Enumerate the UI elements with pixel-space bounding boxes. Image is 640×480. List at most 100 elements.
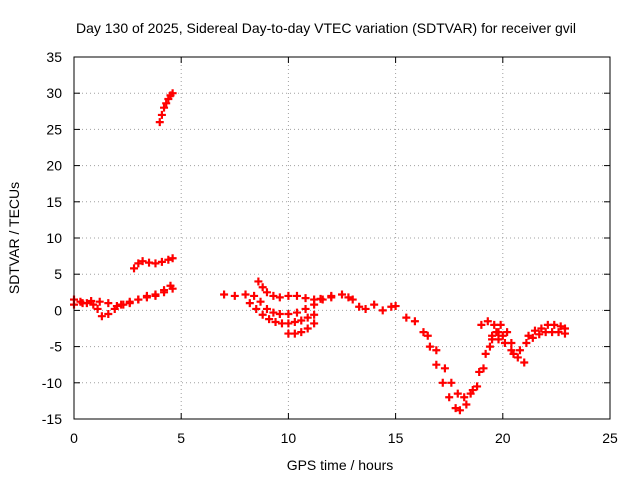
data-point [297, 328, 306, 337]
data-point [87, 296, 96, 305]
data-point [250, 291, 259, 300]
data-point [432, 360, 441, 369]
data-point [162, 99, 171, 108]
data-point [303, 324, 312, 333]
series-arc-9 [316, 290, 400, 315]
data-point [134, 295, 143, 304]
data-point [440, 364, 449, 373]
data-point [537, 324, 546, 333]
data-point [477, 320, 486, 329]
x-tick-label: 20 [495, 430, 511, 446]
data-point [265, 315, 274, 324]
data-point [473, 382, 482, 391]
x-tick-label: 25 [602, 430, 618, 446]
axis-ticks: 0 5 10 15 20 25 35 30 25 20 15 10 5 0 -5 -10 -15 [42, 49, 618, 446]
data-point [485, 342, 494, 351]
data-points [70, 89, 569, 415]
data-point [134, 259, 143, 268]
data-point [104, 310, 113, 319]
data-point [530, 326, 539, 335]
data-point [78, 299, 87, 308]
data-point [241, 290, 250, 299]
data-point [290, 317, 299, 326]
data-point [142, 291, 151, 300]
data-point [515, 346, 524, 355]
data-point [310, 310, 319, 319]
data-point [462, 400, 471, 409]
series-arc-2 [70, 284, 177, 311]
data-point [483, 317, 492, 326]
data-point [500, 338, 509, 347]
grid-lines [74, 57, 610, 419]
data-point [550, 320, 559, 329]
data-point [303, 313, 312, 322]
data-point [130, 264, 139, 273]
data-point [370, 300, 379, 309]
data-point [451, 404, 460, 413]
y-tick-label: -10 [42, 375, 62, 391]
data-point [151, 259, 160, 268]
y-tick-label: 30 [46, 85, 62, 101]
data-point [245, 299, 254, 308]
data-point [560, 324, 569, 333]
data-point [138, 257, 147, 266]
data-point [262, 304, 271, 313]
data-point [157, 110, 166, 119]
series-arc-8 [284, 319, 319, 338]
data-point [168, 284, 177, 293]
data-point [258, 283, 267, 292]
data-point [271, 317, 280, 326]
data-point [423, 331, 432, 340]
data-point [378, 306, 387, 315]
series-arc-15 [524, 320, 569, 340]
data-point [438, 378, 447, 387]
data-point [284, 319, 293, 328]
x-tick-label: 15 [388, 430, 404, 446]
data-point [258, 310, 267, 319]
y-tick-label: 0 [54, 302, 62, 318]
y-tick-label: 25 [46, 121, 62, 137]
data-point [310, 319, 319, 328]
y-tick-label: -15 [42, 411, 62, 427]
data-point [254, 277, 263, 286]
y-tick-label: 5 [54, 266, 62, 282]
x-tick-label: 0 [70, 430, 78, 446]
data-point [522, 338, 531, 347]
data-point [447, 378, 456, 387]
data-point [445, 393, 454, 402]
data-point [432, 346, 441, 355]
data-point [160, 288, 169, 297]
data-point [284, 310, 293, 319]
series-arc-5 [220, 290, 319, 319]
data-point [256, 297, 265, 306]
data-point [528, 333, 537, 342]
data-point [284, 291, 293, 300]
chart-title: Day 130 of 2025, Sidereal Day-to-day VTE… [76, 20, 576, 36]
y-tick-label: 35 [46, 49, 62, 65]
data-point [220, 290, 229, 299]
data-point [520, 358, 529, 367]
data-point [355, 302, 364, 311]
data-point [492, 328, 501, 337]
data-point [503, 328, 512, 337]
y-tick-label: 20 [46, 158, 62, 174]
data-point [488, 331, 497, 340]
data-point [95, 297, 104, 306]
data-point [93, 304, 102, 313]
data-point [168, 254, 177, 263]
x-tick-label: 5 [177, 430, 185, 446]
data-point [556, 322, 565, 331]
data-point [269, 291, 278, 300]
data-point [155, 118, 164, 127]
data-point [460, 393, 469, 402]
data-point [344, 293, 353, 302]
data-point [554, 328, 563, 337]
data-point [348, 295, 357, 304]
data-point [164, 255, 173, 264]
y-tick-label: 15 [46, 194, 62, 210]
data-point [301, 304, 310, 313]
data-point [498, 331, 507, 340]
series-arc-10 [402, 313, 503, 415]
data-point [391, 302, 400, 311]
y-axis-label: SDTVAR / TECUs [6, 182, 22, 294]
